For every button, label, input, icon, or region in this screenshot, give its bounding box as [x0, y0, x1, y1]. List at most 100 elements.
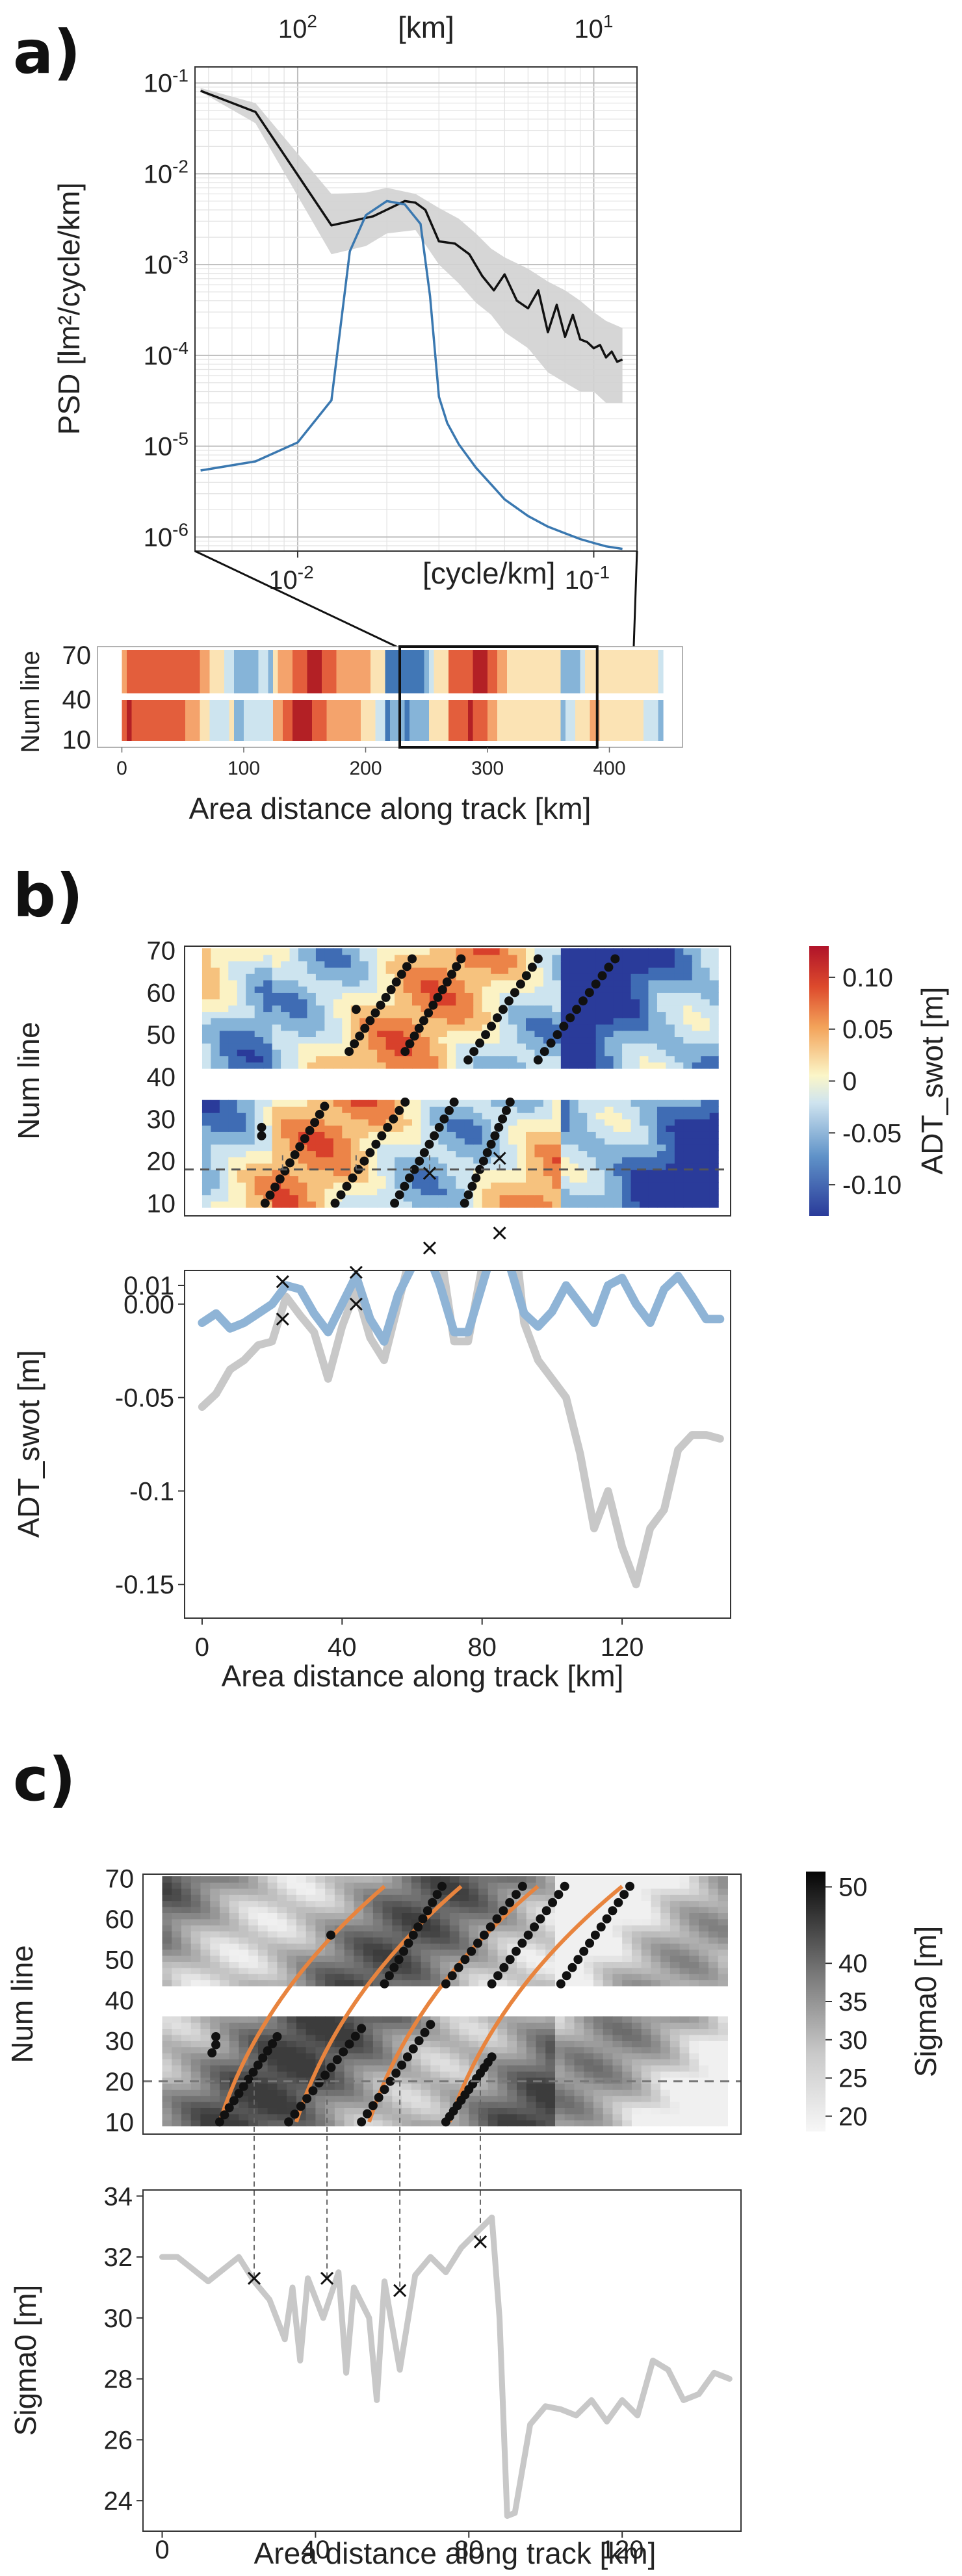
- sigma0-map-cell: [718, 2107, 728, 2115]
- sigma0-map-cell: [172, 1931, 182, 1938]
- strip-cell: [239, 700, 244, 741]
- adt-map-cell: [604, 1176, 614, 1183]
- adt-map-cell: [359, 999, 369, 1006]
- adt-map-cell: [648, 992, 658, 999]
- adt-map-cell: [499, 1176, 509, 1183]
- sigma0-map-cell: [430, 1876, 441, 1883]
- sigma0-map-cell: [641, 1900, 652, 1907]
- sigma0-map-cell: [210, 1925, 220, 1932]
- adt-map-cell: [587, 1163, 597, 1170]
- sigma0-map-cell: [287, 2059, 297, 2066]
- adt-map-cell: [342, 1157, 352, 1164]
- sigma0-map-cell: [219, 1888, 230, 1895]
- adt-map-cell: [368, 1182, 378, 1189]
- adt-map-cell: [228, 1113, 238, 1120]
- sigma0-map-cell: [392, 1949, 402, 1956]
- adt-map-cell: [508, 1163, 518, 1170]
- adt-map-cell: [656, 1201, 666, 1208]
- sigma0-map-cell: [239, 1882, 249, 1889]
- adt-map-cell: [429, 1062, 439, 1069]
- sigma0-map-cell: [382, 2095, 393, 2102]
- adt-map-cell: [395, 1037, 404, 1044]
- strip-cell: [556, 700, 562, 741]
- adt-map-cell: [491, 1062, 500, 1069]
- sigma0-map-cell: [545, 2022, 556, 2029]
- sigma0-map-cell: [612, 2046, 623, 2054]
- adt-map-cell: [447, 1182, 456, 1189]
- sigma0-map-cell: [507, 2028, 517, 2035]
- sigma0-map-cell: [564, 2095, 575, 2102]
- strip-cell: [146, 700, 152, 741]
- sigma0-map-cell: [612, 1949, 623, 1956]
- sigma0-map-cell: [162, 2102, 172, 2108]
- sigma0-map-cell: [497, 1949, 508, 1956]
- adt-map-cell: [473, 992, 483, 999]
- adt-map-cell: [499, 1018, 509, 1025]
- adt-map-cell: [683, 1118, 693, 1126]
- adt-front-point: [439, 1114, 449, 1124]
- strip-cell: [214, 700, 220, 741]
- sigma0-map-cell: [517, 1876, 527, 1883]
- adt-map-cell: [517, 960, 526, 968]
- adt-map-cell: [569, 1138, 579, 1145]
- adt-map-cell: [263, 1043, 273, 1050]
- sigma0-map-cell: [584, 1876, 594, 1883]
- adt-map-cell: [429, 1030, 439, 1038]
- adt-map-cell: [630, 1169, 640, 1176]
- adt-map-cell: [622, 1169, 632, 1176]
- sigma0-map-cell: [699, 2028, 709, 2035]
- adt-map-cell: [569, 1024, 579, 1031]
- adt-map-cell: [666, 954, 675, 962]
- adt-map-cell: [630, 999, 640, 1006]
- sigma0-map-cell: [584, 1888, 594, 1895]
- adt-map-cell: [543, 1113, 552, 1120]
- adt-map-cell: [359, 1049, 369, 1057]
- adt-map-cell: [491, 1144, 500, 1152]
- sigma0-map-cell: [641, 2083, 652, 2090]
- sigma0-map-cell: [363, 1907, 374, 1913]
- strip-cell: [585, 650, 591, 693]
- sigma0-map-cell: [229, 1949, 240, 1956]
- sigma0-map-cell: [162, 1974, 172, 1981]
- adt-map-cell: [543, 948, 552, 955]
- adt-map-cell: [211, 1163, 220, 1170]
- sigma0-map-cell: [430, 2113, 441, 2120]
- sigma0-map-cell: [325, 2034, 335, 2041]
- strip-cell: [492, 650, 498, 693]
- adt-front-point: [482, 1148, 492, 1157]
- sigma0-map-cell: [257, 1918, 268, 1926]
- adt-map-cell: [421, 960, 430, 968]
- sigma0-map-cell: [372, 1937, 384, 1944]
- adt-map-cell: [438, 954, 448, 962]
- adt-map-cell: [656, 960, 666, 968]
- sigma0-map-cell: [449, 1894, 460, 1901]
- sigma0-map-cell: [239, 2028, 249, 2035]
- adt-map-cell: [656, 973, 666, 981]
- strip-cell: [570, 700, 576, 741]
- sigma0-map-cell: [593, 2046, 604, 2054]
- adt-map-cell: [412, 954, 422, 962]
- strip-cell: [404, 700, 410, 741]
- adt-map-cell: [350, 979, 360, 987]
- sigma0-map-cell: [497, 1974, 508, 1981]
- sigma0-map-cell: [162, 2016, 172, 2023]
- adt-map-cell: [482, 1118, 491, 1126]
- adt-map-cell: [315, 999, 325, 1006]
- adt-map-cell: [298, 1100, 308, 1107]
- strip-cell: [566, 700, 571, 741]
- adt-map-cell: [692, 1188, 701, 1196]
- sigma0-map-cell: [517, 2041, 527, 2048]
- sigma0-map-cell: [421, 1931, 431, 1938]
- sigma0-map-cell: [372, 1943, 384, 1950]
- adt-map-cell: [350, 1018, 360, 1025]
- adt-profile-x-tick-label: 120: [601, 1633, 644, 1662]
- adt-map-cell: [648, 1150, 658, 1157]
- sigma0-colorbar-tick-label: 20: [838, 2102, 868, 2131]
- adt-map-cell: [473, 999, 483, 1006]
- adt-map-cell: [342, 967, 352, 974]
- sigma0-map-cell: [372, 1900, 384, 1907]
- strip-cell: [332, 650, 337, 693]
- adt-map-cell: [263, 1005, 273, 1012]
- adt-map-cell: [359, 973, 369, 981]
